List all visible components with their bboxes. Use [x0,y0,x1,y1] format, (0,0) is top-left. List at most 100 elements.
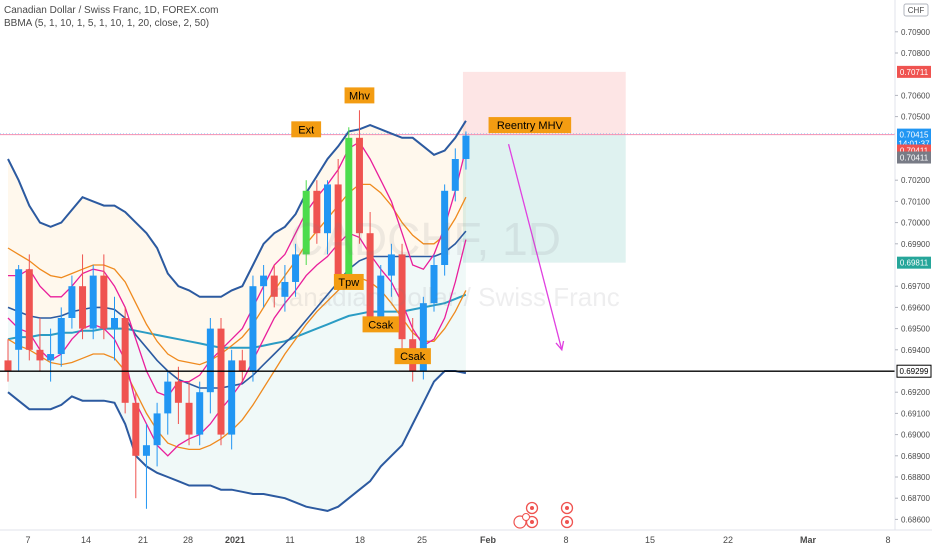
currency-badge-box [903,3,929,17]
candle-body[interactable] [249,286,257,371]
time-tick-label: 7 [25,535,30,545]
price-level-box [897,151,931,164]
economic-event-icon[interactable] [525,501,539,515]
price-level-text: 0.70411 [900,154,929,163]
price-level-label[interactable]: 0.70411 [897,151,931,164]
candle-body[interactable] [47,354,55,361]
currency-badge-text: CHF [908,6,925,15]
candle-body[interactable] [164,381,172,414]
economic-event-icon[interactable] [560,501,574,515]
annotation-label[interactable]: Reentry MHV [488,117,572,134]
candle-body[interactable] [174,381,182,403]
price-level-box [896,364,932,378]
cluster-circle [522,513,530,521]
time-tick-label: 8 [885,535,890,545]
annotation-label[interactable]: Csak [394,348,431,365]
indicator-ma5-high [8,141,467,398]
candle-body[interactable] [15,269,23,350]
candle-body[interactable] [334,184,342,276]
price-tick-label: 0.68700 [901,494,930,503]
annotation-label[interactable]: Tpw [333,273,364,290]
price-level-text: 14:01:37 [898,140,930,149]
annotation-box [394,348,431,365]
price-tick-label: 0.69600 [901,303,930,312]
time-tick-label: 28 [183,535,193,545]
candle-body[interactable] [89,275,97,329]
candle-body[interactable] [57,318,65,355]
candle-body[interactable] [238,360,246,371]
time-tick-label: Mar [800,535,817,545]
candle-body[interactable] [398,254,406,340]
time-tick-label: 15 [645,535,655,545]
annotation-text: Csak [400,351,426,363]
candle-body[interactable] [430,265,438,304]
candle-body[interactable] [302,190,310,255]
annotation-label[interactable]: Csak [362,316,399,333]
price-level-label[interactable]: 0.70711 [897,65,931,78]
candle-body[interactable] [281,281,289,297]
candle-body[interactable] [100,275,108,329]
candle-body[interactable] [451,159,459,191]
annotation-text: Tpw [338,277,359,289]
indicator-legend[interactable]: BBMA (5, 1, 10, 1, 5, 1, 10, 1, 20, clos… [4,18,210,29]
candle-body[interactable] [441,190,449,265]
candle-body[interactable] [377,275,385,318]
candle-body[interactable] [79,286,87,329]
price-tick-label: 0.68900 [901,452,930,461]
candle-body[interactable] [68,286,76,318]
forecast-arrow[interactable] [507,143,563,350]
currency-badge[interactable]: CHF [903,3,929,17]
price-tick-label: 0.69700 [901,282,930,291]
annotation-text: Mhv [349,90,370,102]
candle-body[interactable] [228,360,236,435]
price-tick-label: 0.70100 [901,197,930,206]
candle-body[interactable] [25,269,33,350]
candle-body[interactable] [132,402,140,456]
price-level-label[interactable]: 0.70415 [897,128,931,141]
candle-body[interactable] [260,275,268,287]
price-tick-label: 0.69400 [901,346,930,355]
event-dot [565,520,569,524]
candle-body[interactable] [366,233,374,318]
annotation-label[interactable]: Mhv [344,87,375,104]
annotation-text: Reentry MHV [497,120,564,132]
forecast-arrow-head [555,340,565,352]
candle-body[interactable] [313,190,321,234]
candle-body[interactable] [206,328,214,393]
candle-body[interactable] [324,184,331,234]
price-level-label[interactable]: 0.69811 [897,256,931,269]
candle-body[interactable] [185,402,193,435]
indicator-bb-upper [7,120,467,298]
candle-body[interactable] [121,318,129,403]
candle-body[interactable] [462,135,470,159]
events-cluster-icon[interactable] [513,513,530,529]
candle-body[interactable] [153,413,161,446]
candle-body[interactable] [36,349,44,361]
candle-body[interactable] [419,303,427,371]
event-dot [530,506,534,510]
annotation-box [488,117,572,134]
event-dot [565,506,569,510]
time-tick-label: 18 [355,535,365,545]
candle-body[interactable] [111,318,118,329]
candle-body[interactable] [196,392,204,435]
economic-event-icon[interactable] [560,515,574,529]
candle-body[interactable] [345,137,353,276]
candle-body[interactable] [387,254,395,276]
annotation-label[interactable]: Ext [291,121,322,138]
candle-body[interactable] [142,445,150,456]
indicator-ma50 [7,293,467,349]
candle-body[interactable] [217,328,225,435]
price-level-label[interactable]: 0.69299 [896,364,932,378]
candle-body[interactable] [270,275,278,297]
candle-body[interactable] [4,360,12,371]
candle-body[interactable] [355,137,363,234]
position-target-zone[interactable] [462,134,626,263]
price-tick-label: 0.70900 [901,28,930,37]
candle-body[interactable] [292,254,300,282]
price-level-box [897,256,931,269]
time-tick-label: 21 [138,535,148,545]
price-tick-label: 0.68800 [901,473,930,482]
